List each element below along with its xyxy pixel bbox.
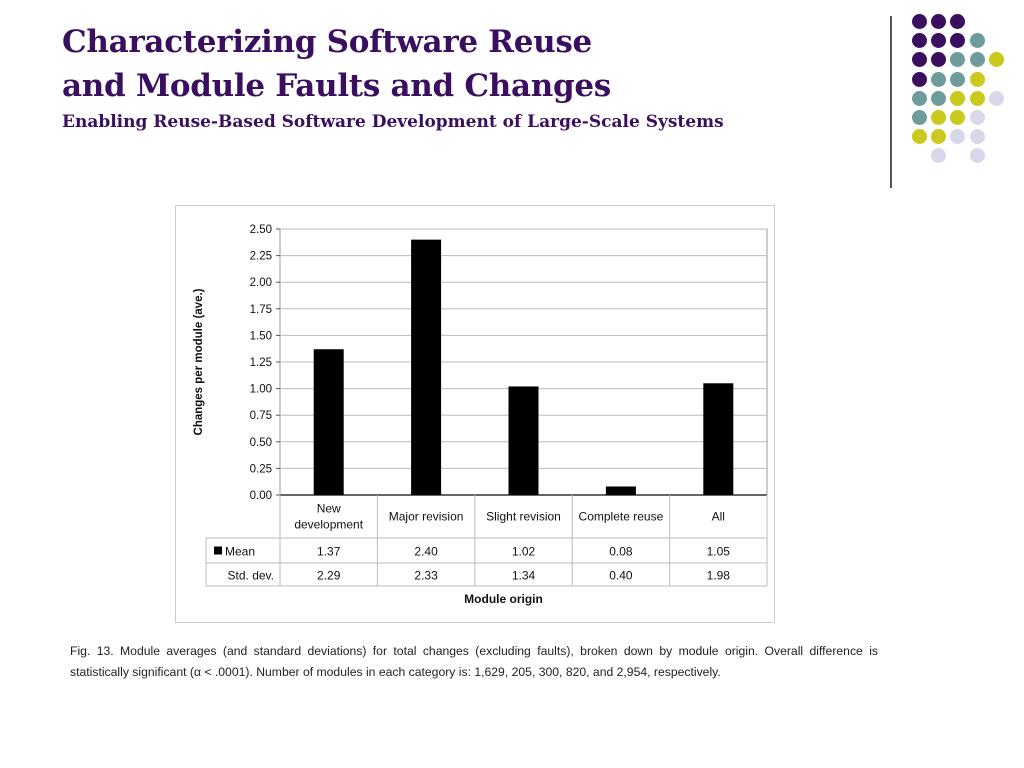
table-cell: 1.05 [707,545,731,559]
category-label: Major revision [389,510,464,524]
table-cell: 2.33 [414,569,438,583]
decorative-dot [969,71,985,87]
y-tick-label: 0.50 [250,437,272,449]
decorative-dot [988,52,1004,68]
y-axis-label: Changes per module (ave.) [193,288,205,435]
subtitle: Enabling Reuse-Based Software Developmen… [62,112,724,132]
row-label-std: Std. dev. [228,569,274,583]
table-cell: 2.40 [414,545,438,559]
table-cell: 0.40 [609,569,633,583]
x-axis-label: Module origin [464,592,543,606]
y-tick-label: 1.75 [250,304,272,316]
category-label: New [317,502,341,516]
decorative-dot [931,110,947,125]
title-line-1: Characterizing Software Reuse [62,24,592,60]
y-tick-label: 0.00 [250,490,272,502]
decorative-dot [950,52,966,68]
decorative-dot [912,14,927,29]
decorative-dot [950,129,966,145]
table-cell: 1.02 [512,545,536,559]
category-label: development [294,518,363,532]
decorative-dot [969,90,985,106]
y-tick-label: 2.25 [250,251,272,263]
bar-chart: 0.00 0.25 0.50 0.75 1.00 1.25 1.50 1.75 2.00 2.25… [193,224,768,606]
y-tick-label: 1.25 [250,357,272,369]
decorative-dot [969,110,985,125]
y-tick-label: 2.50 [250,224,272,236]
category-label: Complete reuse [579,510,664,524]
decorative-dot [931,129,947,145]
decorative-dot [969,33,985,49]
figure-caption: Fig. 13. Module averages (and standard d… [70,644,878,679]
title-line-2: and Module Faults and Changes [62,68,611,104]
decorative-dot [950,90,966,106]
table-cell: 1.37 [317,545,341,559]
bar-4 [703,383,734,495]
chart-frame: 0.00 0.25 0.50 0.75 1.00 1.25 1.50 1.75 2.00 2.25… [175,205,775,623]
decorative-dot [950,33,966,49]
decorative-dot [931,52,947,68]
decorative-dot [950,110,966,125]
table-cell: 1.34 [512,569,536,583]
decorative-dot [931,148,947,164]
decorative-dot [931,33,947,49]
bar-3 [605,486,636,495]
decorative-dot [950,71,966,87]
decorative-dot [912,129,927,145]
divider-line [890,16,892,188]
y-tick-label: 1.00 [250,384,272,396]
y-tick-label: 0.25 [250,463,272,475]
decorative-dot [912,33,927,49]
decorative-dot [969,148,985,164]
decorative-dot [969,129,985,145]
category-label: Slight revision [486,510,561,524]
decorative-dot [931,14,947,29]
decorative-dot [931,71,947,87]
table-cell: 0.08 [609,545,633,559]
decorative-dot [950,14,966,29]
decorative-dot [988,90,1004,106]
y-tick-label: 1.50 [250,330,272,342]
slide-title: Characterizing Software Reuse and Module… [62,20,724,134]
bar-1 [411,239,442,495]
table-cell: 1.98 [707,569,731,583]
table-cell: 2.29 [317,569,341,583]
decorative-dot [912,90,927,106]
decorative-dot [912,52,927,68]
decorative-dot [931,90,947,106]
decorative-dot [969,52,985,68]
y-tick-label: 2.00 [250,277,272,289]
bar-2 [508,386,539,495]
row-label-mean: Mean [225,545,255,559]
category-label: All [712,510,725,524]
decorative-dot [912,71,927,87]
bar-0 [313,349,344,495]
legend-swatch-mean [214,546,222,555]
y-tick-label: 0.75 [250,410,272,422]
decorative-dot [912,110,927,125]
